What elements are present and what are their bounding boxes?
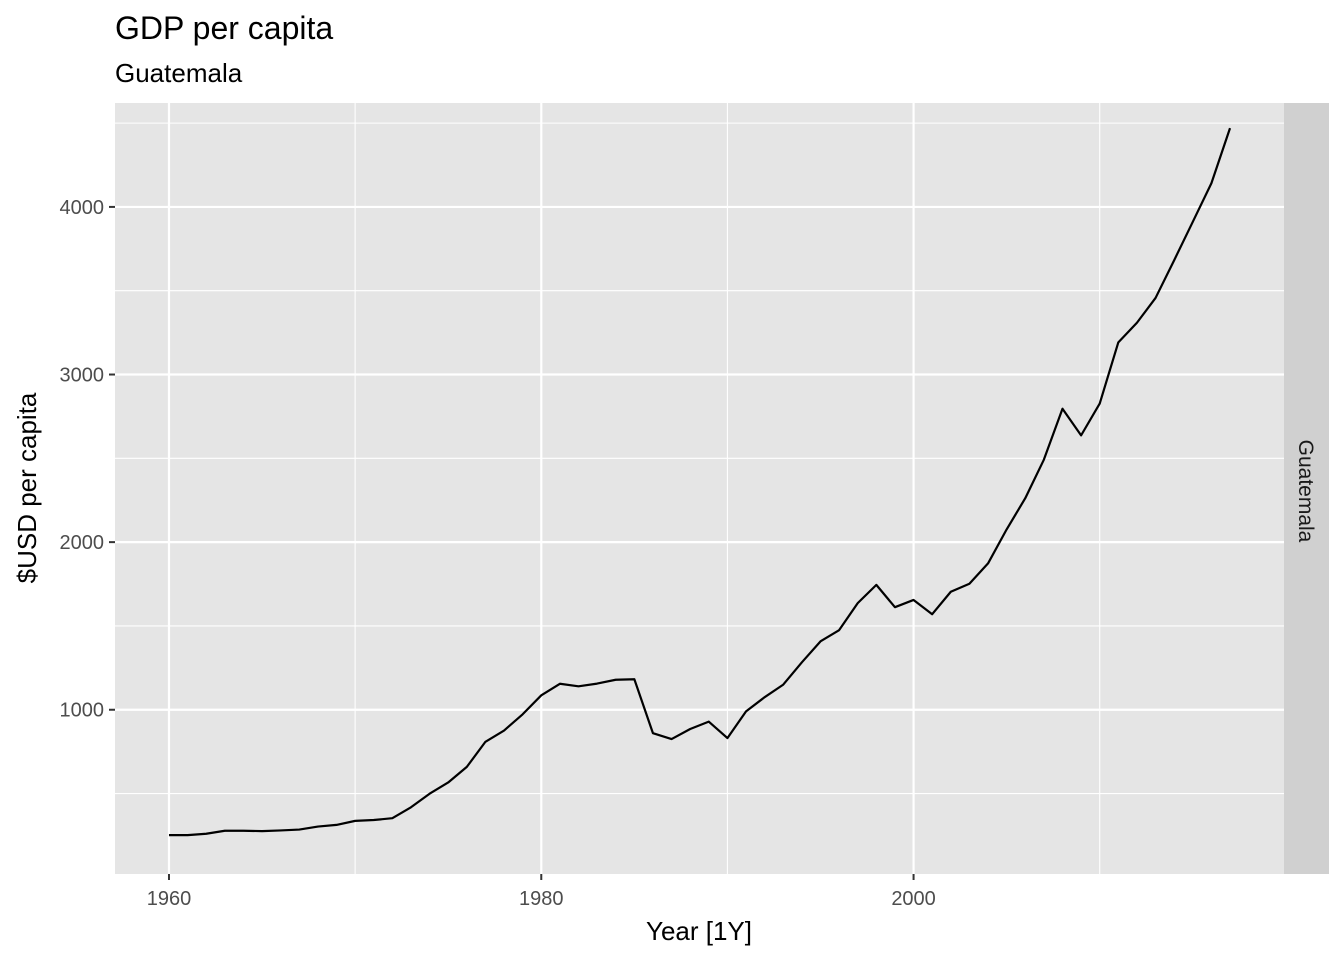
chart-title: GDP per capita [115,10,333,46]
chart-subtitle: Guatemala [115,58,243,88]
y-tick-label: 3000 [60,365,105,387]
facet-strip-label: Guatemala [1294,440,1317,543]
y-tick-label: 4000 [60,197,105,219]
series-line-gdp [168,127,1232,837]
y-tick-label: 2000 [60,532,105,554]
x-tick-label: 1980 [519,888,564,910]
y-tick-label: 1000 [60,700,105,722]
minor-gridlines [115,103,1284,874]
x-axis-title: Year [1Y] [646,916,752,946]
y-axis-title: $USD per capita [12,392,42,583]
x-tick-label: 2000 [891,888,936,910]
x-axis: 1960 1980 2000 [147,874,936,910]
major-gridlines [115,103,1284,874]
plot-panel [115,103,1284,874]
y-axis: 1000 2000 3000 4000 [60,197,115,722]
x-tick-label: 1960 [147,888,192,910]
facet-strip [1284,103,1329,874]
